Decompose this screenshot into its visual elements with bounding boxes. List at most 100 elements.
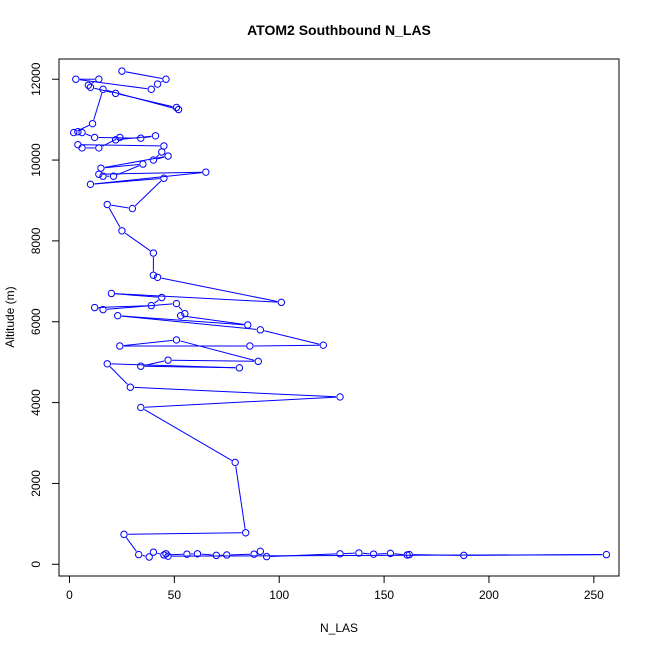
series-line-segment	[144, 409, 232, 461]
y-axis-label: Altitude (m)	[3, 286, 17, 347]
data-point	[118, 227, 126, 235]
x-axis-label: N_LAS	[320, 621, 358, 635]
data-point	[149, 271, 158, 279]
data-point	[137, 403, 145, 412]
data-point	[147, 85, 155, 94]
x-axis: 0 50 100 150 200 250	[66, 575, 604, 602]
series-line-segment	[264, 330, 320, 345]
series-line-segment	[134, 180, 162, 207]
series-line-segment	[160, 80, 163, 83]
series-line-segment	[128, 532, 242, 535]
data-point	[162, 550, 170, 558]
data-point	[172, 299, 181, 308]
data-point	[244, 321, 252, 329]
data-point	[95, 75, 103, 83]
data-point	[256, 547, 265, 556]
y-tick-label: 8000	[29, 227, 43, 254]
x-tick-label: 200	[479, 588, 499, 602]
series-line-segment	[235, 466, 246, 529]
data-point	[277, 298, 286, 307]
series-line-segment	[91, 80, 96, 84]
data-point	[235, 364, 244, 372]
data-points	[69, 67, 611, 561]
data-point	[74, 128, 82, 136]
x-tick-label: 100	[269, 588, 289, 602]
series-line-segment	[115, 293, 278, 303]
data-point	[231, 458, 239, 467]
data-point	[223, 551, 231, 559]
data-point	[193, 550, 202, 558]
series-line-segment	[119, 135, 152, 140]
data-point	[181, 309, 189, 318]
series-line-segment	[178, 306, 183, 311]
data-point	[109, 172, 118, 180]
series-line-segment	[394, 553, 404, 556]
data-point	[103, 360, 111, 368]
series-line-segment	[142, 554, 146, 557]
y-tick-label: 10000	[29, 143, 43, 177]
data-point	[99, 305, 107, 314]
series-line-segment	[106, 89, 175, 109]
series-line-segment	[123, 339, 173, 347]
data-point	[174, 105, 183, 114]
data-point	[256, 326, 265, 334]
series-line-segment	[155, 154, 160, 158]
data-point	[84, 81, 93, 89]
data-point	[99, 172, 107, 180]
data-point	[369, 550, 378, 558]
series-line-segment	[115, 293, 158, 298]
series-line-segment	[180, 340, 255, 361]
data-point	[88, 119, 97, 128]
series-line-segment	[106, 303, 173, 310]
data-point	[149, 249, 158, 257]
data-point	[99, 85, 107, 94]
data-point	[126, 383, 135, 391]
data-point	[246, 342, 254, 350]
data-point	[183, 550, 191, 558]
series-line-segment	[94, 87, 112, 93]
data-point	[602, 550, 611, 559]
data-point	[95, 144, 103, 152]
data-point	[114, 311, 122, 320]
series-line-segment	[94, 178, 160, 185]
y-tick-label: 0	[29, 561, 43, 568]
data-point	[107, 289, 116, 298]
data-point	[128, 204, 137, 213]
data-point	[149, 156, 158, 164]
y-tick-label: 6000	[29, 308, 43, 335]
data-point	[78, 128, 86, 137]
data-point	[172, 336, 181, 344]
y-tick-label: 4000	[29, 389, 43, 416]
data-point	[460, 551, 468, 560]
data-point	[336, 393, 344, 401]
series-line-segment	[125, 71, 163, 79]
data-point	[405, 550, 413, 559]
data-point	[69, 128, 78, 137]
data-point	[103, 200, 111, 209]
data-point	[147, 301, 155, 310]
data-point	[90, 303, 99, 312]
series-line-segment	[161, 277, 278, 303]
series-line-segment	[108, 207, 121, 228]
series-line-segment	[124, 232, 151, 252]
series-line-segment	[79, 79, 148, 90]
data-point	[254, 357, 262, 366]
x-tick-label: 0	[66, 588, 73, 602]
data-point	[137, 134, 145, 142]
series-line-segment	[167, 553, 183, 556]
data-point	[336, 550, 344, 558]
data-point	[386, 549, 395, 558]
data-point	[164, 356, 172, 364]
y-tick-label: 12000	[29, 62, 43, 96]
series-line-segment	[184, 315, 244, 325]
data-point	[86, 83, 95, 91]
series-line-segment	[154, 299, 159, 304]
data-point	[172, 103, 181, 112]
x-tick-label: 150	[374, 588, 394, 602]
y-tick-label: 2000	[29, 470, 43, 497]
data-point	[135, 550, 143, 559]
series-line-segment	[157, 552, 161, 555]
data-point	[90, 133, 99, 142]
